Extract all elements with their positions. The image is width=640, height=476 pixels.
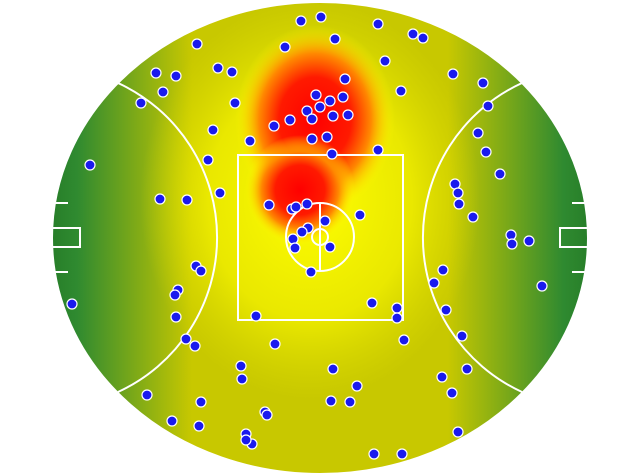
player-dot — [305, 266, 317, 278]
player-dot — [436, 371, 448, 383]
field-lines — [51, 1, 589, 475]
player-dot — [170, 70, 182, 82]
player-dot — [229, 97, 241, 109]
player-dot — [226, 66, 238, 78]
player-dot — [477, 77, 489, 89]
player-dot — [193, 420, 205, 432]
player-dot — [446, 387, 458, 399]
player-dot — [324, 95, 336, 107]
player-dot — [240, 434, 252, 446]
player-dot — [287, 233, 299, 245]
player-dot — [536, 280, 548, 292]
player-dot — [244, 135, 256, 147]
player-dot — [480, 146, 492, 158]
player-dot — [212, 62, 224, 74]
player-dot — [169, 289, 181, 301]
player-dot — [472, 127, 484, 139]
player-dot — [306, 133, 318, 145]
player-dot — [250, 310, 262, 322]
player-dot — [180, 333, 192, 345]
player-dot — [461, 363, 473, 375]
player-dot — [506, 238, 518, 250]
player-dot — [324, 241, 336, 253]
player-dot — [428, 277, 440, 289]
player-dot — [417, 32, 429, 44]
player-dot — [327, 363, 339, 375]
player-dot — [189, 340, 201, 352]
player-dot — [66, 298, 78, 310]
player-dot — [310, 89, 322, 101]
player-dot — [372, 144, 384, 156]
player-dot — [344, 396, 356, 408]
player-dot — [440, 304, 452, 316]
player-dot — [295, 15, 307, 27]
player-dot — [157, 86, 169, 98]
player-dot — [236, 373, 248, 385]
player-dot — [195, 396, 207, 408]
player-dot — [314, 101, 326, 113]
player-dot — [268, 120, 280, 132]
player-dot — [372, 18, 384, 30]
player-dot — [379, 55, 391, 67]
player-dot — [354, 209, 366, 221]
player-dot — [301, 198, 313, 210]
player-dot — [366, 297, 378, 309]
player-dot — [391, 302, 403, 314]
player-dot — [456, 330, 468, 342]
player-dot — [290, 201, 302, 213]
player-dot — [437, 264, 449, 276]
player-dot — [263, 199, 275, 211]
player-dot — [214, 187, 226, 199]
player-dot — [407, 28, 419, 40]
player-dot — [84, 159, 96, 171]
player-dot — [279, 41, 291, 53]
player-dot — [306, 113, 318, 125]
player-dot — [327, 110, 339, 122]
player-dot — [170, 311, 182, 323]
player-dot — [301, 105, 313, 117]
player-dot — [351, 380, 363, 392]
player-dot — [337, 91, 349, 103]
player-dot — [207, 124, 219, 136]
player-dot — [319, 215, 331, 227]
player-dot — [482, 100, 494, 112]
player-dot — [391, 312, 403, 324]
player-dot — [284, 114, 296, 126]
player-dot — [181, 194, 193, 206]
player-dot — [398, 334, 410, 346]
player-dot — [261, 409, 273, 421]
player-dot — [141, 389, 153, 401]
player-dot — [191, 38, 203, 50]
player-dot — [150, 67, 162, 79]
player-dot — [269, 338, 281, 350]
player-dot — [342, 109, 354, 121]
player-dot — [296, 226, 308, 238]
player-dot — [467, 211, 479, 223]
player-dot — [135, 97, 147, 109]
player-dot — [368, 448, 380, 460]
player-dot — [321, 131, 333, 143]
player-dot — [339, 73, 351, 85]
player-dot — [235, 360, 247, 372]
player-dot — [202, 154, 214, 166]
player-dot — [452, 187, 464, 199]
player-dot — [329, 33, 341, 45]
player-dot — [453, 198, 465, 210]
player-dot — [523, 235, 535, 247]
player-dot — [395, 85, 407, 97]
player-dot — [452, 426, 464, 438]
player-dot — [195, 265, 207, 277]
player-dot — [494, 168, 506, 180]
player-dot — [326, 148, 338, 160]
player-dot — [396, 448, 408, 460]
player-dot — [289, 242, 301, 254]
player-dot — [154, 193, 166, 205]
player-dot — [325, 395, 337, 407]
player-dot — [315, 11, 327, 23]
player-dot — [166, 415, 178, 427]
player-dot — [447, 68, 459, 80]
